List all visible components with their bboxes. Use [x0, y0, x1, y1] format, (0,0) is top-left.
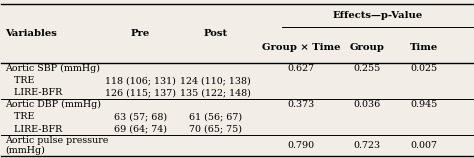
Text: LIRE-BFR: LIRE-BFR: [5, 88, 63, 97]
Text: Variables: Variables: [5, 29, 57, 38]
Text: TRE: TRE: [5, 112, 35, 122]
Text: 0.627: 0.627: [287, 64, 314, 73]
Text: Group × Time: Group × Time: [262, 43, 340, 52]
Text: 135 (122; 148): 135 (122; 148): [180, 88, 251, 97]
Text: 0.255: 0.255: [353, 64, 381, 73]
Text: 0.025: 0.025: [410, 64, 437, 73]
Text: Aortic SBP (mmHg): Aortic SBP (mmHg): [5, 64, 100, 73]
Text: 0.723: 0.723: [354, 141, 381, 150]
Text: 118 (106; 131): 118 (106; 131): [105, 76, 175, 85]
Text: LIRE-BFR: LIRE-BFR: [5, 125, 63, 134]
Text: TRE: TRE: [5, 76, 35, 85]
Text: Pre: Pre: [130, 29, 150, 38]
Text: 0.790: 0.790: [287, 141, 314, 150]
Text: Post: Post: [204, 29, 228, 38]
Text: 0.007: 0.007: [410, 141, 437, 150]
Text: 61 (56; 67): 61 (56; 67): [189, 112, 242, 122]
Text: Aortic pulse pressure
(mmHg): Aortic pulse pressure (mmHg): [5, 136, 109, 155]
Text: 0.945: 0.945: [410, 100, 438, 109]
Text: 70 (65; 75): 70 (65; 75): [189, 125, 242, 134]
Text: Time: Time: [410, 43, 438, 52]
Text: 0.036: 0.036: [353, 100, 381, 109]
Text: 63 (57; 68): 63 (57; 68): [114, 112, 167, 122]
Text: Effects—p-Value: Effects—p-Value: [332, 11, 423, 20]
Text: Aortic DBP (mmHg): Aortic DBP (mmHg): [5, 100, 101, 109]
Text: 124 (110; 138): 124 (110; 138): [181, 76, 251, 85]
Text: Group: Group: [349, 43, 384, 52]
Text: 0.373: 0.373: [287, 100, 314, 109]
Text: 126 (115; 137): 126 (115; 137): [105, 88, 175, 97]
Text: 69 (64; 74): 69 (64; 74): [114, 125, 167, 134]
